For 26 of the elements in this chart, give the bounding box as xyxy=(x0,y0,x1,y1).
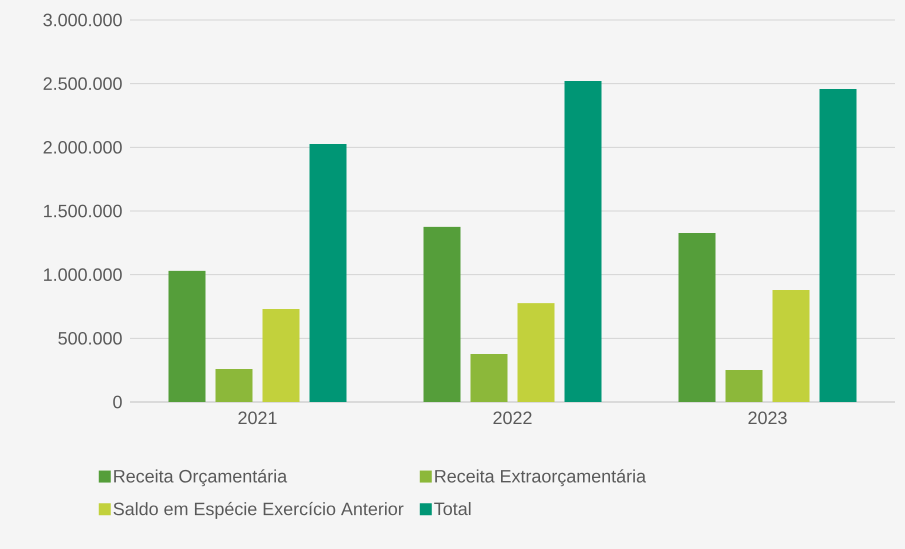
bar xyxy=(310,144,347,402)
legend-label: Receita Extraorçamentária xyxy=(435,469,646,486)
legend-label: Saldo em Espécie Exercício Anterior xyxy=(114,502,404,519)
y-tick-label: 500.000 xyxy=(58,332,122,345)
y-tick-label: 0 xyxy=(113,396,122,408)
bar xyxy=(470,354,508,402)
legend-label: Total xyxy=(434,502,470,516)
x-tick-label: 2021 xyxy=(238,412,277,424)
x-tick-label: 2023 xyxy=(748,412,787,424)
bar xyxy=(564,80,602,402)
bar xyxy=(168,270,206,402)
bar xyxy=(772,290,810,402)
y-tick-label: 2.500.000 xyxy=(44,77,122,90)
legend-label: Receita Orçamentária xyxy=(114,469,288,486)
bar xyxy=(424,226,461,402)
bar xyxy=(518,303,555,402)
y-tick-label: 3.000.000 xyxy=(43,14,122,26)
y-tick-label: 1.000.000 xyxy=(44,268,122,282)
bar xyxy=(820,89,857,402)
bar xyxy=(216,369,252,402)
x-tick-label: 2022 xyxy=(493,412,532,424)
y-tick-label: 1.500.000 xyxy=(44,204,122,218)
bar xyxy=(262,309,300,402)
bar xyxy=(678,233,716,402)
y-tick-label: 2.000.000 xyxy=(44,140,122,154)
bar xyxy=(726,370,763,402)
